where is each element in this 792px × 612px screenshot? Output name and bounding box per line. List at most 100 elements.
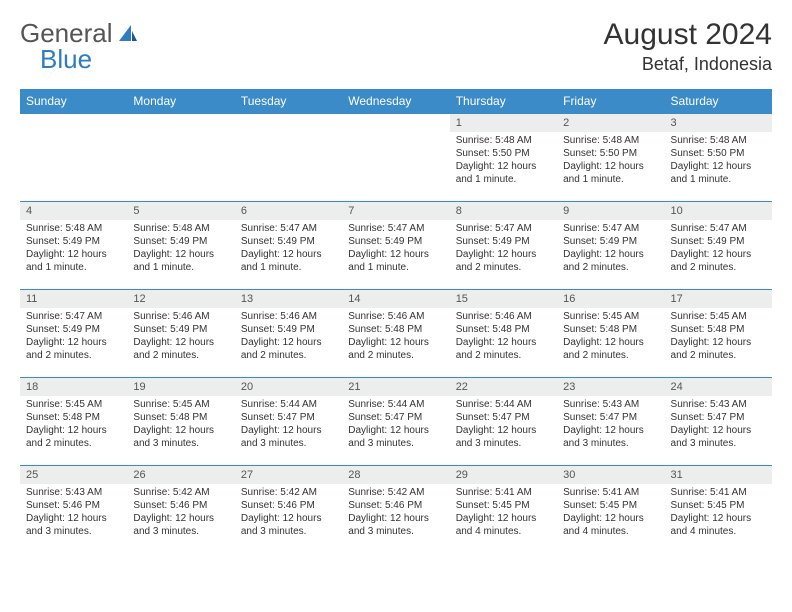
day-line: Sunrise: 5:45 AM: [133, 398, 228, 411]
day-line: Sunrise: 5:44 AM: [456, 398, 551, 411]
day-number: 7: [342, 202, 449, 220]
day-line: Sunrise: 5:42 AM: [241, 486, 336, 499]
day-number: 1: [450, 114, 557, 132]
day-line: and 3 minutes.: [26, 525, 121, 538]
location: Betaf, Indonesia: [604, 54, 772, 75]
day-line: and 1 minute.: [456, 173, 551, 186]
day-number: 5: [127, 202, 234, 220]
day-number: 21: [342, 378, 449, 396]
header: General August 2024 Betaf, Indonesia: [20, 18, 772, 75]
day-number: 13: [235, 290, 342, 308]
day-line: Sunset: 5:49 PM: [348, 235, 443, 248]
weekday-header: Thursday: [450, 89, 557, 114]
calendar-day-cell: 7Sunrise: 5:47 AMSunset: 5:49 PMDaylight…: [342, 202, 449, 290]
day-line: Daylight: 12 hours: [241, 248, 336, 261]
day-line: Sunset: 5:48 PM: [133, 411, 228, 424]
calendar-day-cell: 28Sunrise: 5:42 AMSunset: 5:46 PMDayligh…: [342, 466, 449, 554]
calendar-day-cell: 3Sunrise: 5:48 AMSunset: 5:50 PMDaylight…: [665, 114, 772, 202]
calendar-day-cell: 11Sunrise: 5:47 AMSunset: 5:49 PMDayligh…: [20, 290, 127, 378]
calendar-day-cell: 22Sunrise: 5:44 AMSunset: 5:47 PMDayligh…: [450, 378, 557, 466]
day-line: Daylight: 12 hours: [563, 512, 658, 525]
day-line: Sunrise: 5:44 AM: [241, 398, 336, 411]
day-number: 6: [235, 202, 342, 220]
day-line: and 2 minutes.: [26, 349, 121, 362]
logo-blue-text: Blue: [40, 44, 92, 75]
day-content: Sunrise: 5:41 AMSunset: 5:45 PMDaylight:…: [665, 484, 772, 540]
day-content: Sunrise: 5:48 AMSunset: 5:50 PMDaylight:…: [665, 132, 772, 188]
day-line: Sunset: 5:47 PM: [563, 411, 658, 424]
calendar-week-row: 18Sunrise: 5:45 AMSunset: 5:48 PMDayligh…: [20, 378, 772, 466]
calendar-day-cell: 5Sunrise: 5:48 AMSunset: 5:49 PMDaylight…: [127, 202, 234, 290]
day-line: Daylight: 12 hours: [671, 424, 766, 437]
day-line: Sunset: 5:47 PM: [348, 411, 443, 424]
calendar-body: 1Sunrise: 5:48 AMSunset: 5:50 PMDaylight…: [20, 114, 772, 554]
day-content: Sunrise: 5:46 AMSunset: 5:49 PMDaylight:…: [235, 308, 342, 364]
day-number: 2: [557, 114, 664, 132]
day-line: Daylight: 12 hours: [348, 424, 443, 437]
day-line: Daylight: 12 hours: [456, 248, 551, 261]
calendar-day-cell: 15Sunrise: 5:46 AMSunset: 5:48 PMDayligh…: [450, 290, 557, 378]
day-line: Daylight: 12 hours: [241, 512, 336, 525]
calendar-week-row: 4Sunrise: 5:48 AMSunset: 5:49 PMDaylight…: [20, 202, 772, 290]
day-line: Sunset: 5:49 PM: [26, 323, 121, 336]
day-content: Sunrise: 5:43 AMSunset: 5:47 PMDaylight:…: [557, 396, 664, 452]
day-line: Sunset: 5:50 PM: [671, 147, 766, 160]
day-line: and 3 minutes.: [133, 437, 228, 450]
day-line: Sunrise: 5:48 AM: [456, 134, 551, 147]
day-line: and 3 minutes.: [671, 437, 766, 450]
day-line: Sunset: 5:49 PM: [241, 323, 336, 336]
calendar-week-row: 25Sunrise: 5:43 AMSunset: 5:46 PMDayligh…: [20, 466, 772, 554]
day-content: Sunrise: 5:43 AMSunset: 5:46 PMDaylight:…: [20, 484, 127, 540]
weekday-header: Friday: [557, 89, 664, 114]
day-number: 8: [450, 202, 557, 220]
day-line: Daylight: 12 hours: [563, 160, 658, 173]
day-line: Daylight: 12 hours: [133, 424, 228, 437]
day-line: Sunset: 5:46 PM: [348, 499, 443, 512]
day-line: and 3 minutes.: [348, 525, 443, 538]
weekday-header: Monday: [127, 89, 234, 114]
day-number: 18: [20, 378, 127, 396]
day-line: Sunrise: 5:47 AM: [671, 222, 766, 235]
day-line: Sunrise: 5:41 AM: [671, 486, 766, 499]
day-line: and 2 minutes.: [671, 261, 766, 274]
day-line: Sunrise: 5:47 AM: [26, 310, 121, 323]
day-line: Sunset: 5:49 PM: [456, 235, 551, 248]
day-line: Sunset: 5:45 PM: [563, 499, 658, 512]
day-line: Sunrise: 5:43 AM: [563, 398, 658, 411]
day-content: Sunrise: 5:47 AMSunset: 5:49 PMDaylight:…: [342, 220, 449, 276]
calendar-table: SundayMondayTuesdayWednesdayThursdayFrid…: [20, 89, 772, 554]
calendar-day-cell: 23Sunrise: 5:43 AMSunset: 5:47 PMDayligh…: [557, 378, 664, 466]
day-content: Sunrise: 5:44 AMSunset: 5:47 PMDaylight:…: [342, 396, 449, 452]
day-content: Sunrise: 5:42 AMSunset: 5:46 PMDaylight:…: [342, 484, 449, 540]
calendar-day-cell: 21Sunrise: 5:44 AMSunset: 5:47 PMDayligh…: [342, 378, 449, 466]
calendar-day-cell: 16Sunrise: 5:45 AMSunset: 5:48 PMDayligh…: [557, 290, 664, 378]
day-content: Sunrise: 5:41 AMSunset: 5:45 PMDaylight:…: [450, 484, 557, 540]
day-line: Daylight: 12 hours: [241, 336, 336, 349]
calendar-day-cell: 2Sunrise: 5:48 AMSunset: 5:50 PMDaylight…: [557, 114, 664, 202]
day-line: Daylight: 12 hours: [456, 424, 551, 437]
title-block: August 2024 Betaf, Indonesia: [604, 18, 772, 75]
weekday-header: Wednesday: [342, 89, 449, 114]
day-line: Daylight: 12 hours: [26, 336, 121, 349]
day-number: 22: [450, 378, 557, 396]
day-line: Daylight: 12 hours: [671, 248, 766, 261]
day-line: Sunset: 5:48 PM: [563, 323, 658, 336]
day-line: Sunset: 5:45 PM: [671, 499, 766, 512]
calendar-day-cell: 9Sunrise: 5:47 AMSunset: 5:49 PMDaylight…: [557, 202, 664, 290]
day-number: 20: [235, 378, 342, 396]
day-line: Sunset: 5:49 PM: [133, 323, 228, 336]
day-line: Sunrise: 5:46 AM: [133, 310, 228, 323]
day-line: Sunset: 5:48 PM: [348, 323, 443, 336]
day-content: Sunrise: 5:44 AMSunset: 5:47 PMDaylight:…: [235, 396, 342, 452]
day-line: Daylight: 12 hours: [348, 512, 443, 525]
day-line: Daylight: 12 hours: [348, 248, 443, 261]
calendar-day-cell: 18Sunrise: 5:45 AMSunset: 5:48 PMDayligh…: [20, 378, 127, 466]
day-content: Sunrise: 5:46 AMSunset: 5:48 PMDaylight:…: [450, 308, 557, 364]
day-line: Sunset: 5:50 PM: [456, 147, 551, 160]
day-content: Sunrise: 5:45 AMSunset: 5:48 PMDaylight:…: [665, 308, 772, 364]
calendar-day-cell: 26Sunrise: 5:42 AMSunset: 5:46 PMDayligh…: [127, 466, 234, 554]
day-number: 14: [342, 290, 449, 308]
calendar-day-cell: 25Sunrise: 5:43 AMSunset: 5:46 PMDayligh…: [20, 466, 127, 554]
day-content: Sunrise: 5:42 AMSunset: 5:46 PMDaylight:…: [235, 484, 342, 540]
day-line: Daylight: 12 hours: [26, 248, 121, 261]
